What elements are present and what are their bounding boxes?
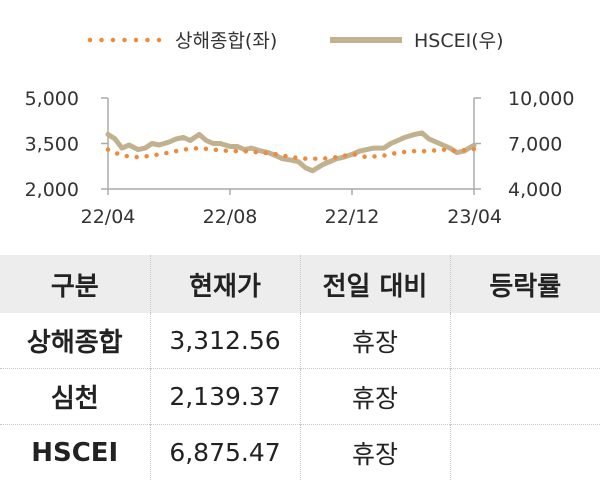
y-left-tick-label: 5,000: [25, 88, 79, 110]
y-left-tick-label: 3,500: [25, 134, 79, 156]
line-chart: 상해종합(좌) HSCEI(우) 5,000 3,500 2,000 10,000 7,…: [25, 30, 575, 228]
table-row: 상해종합 3,312.56 휴장: [0, 313, 600, 369]
change-value: 휴장: [299, 424, 450, 480]
x-tick-label: 22/04: [81, 206, 136, 228]
legend-label-shanghai: 상해종합(좌): [175, 30, 277, 52]
index-name: HSCEI: [0, 424, 150, 480]
series-line-shanghai: [105, 145, 477, 161]
table-row: HSCEI 6,875.47 휴장: [0, 424, 600, 480]
change-rate: [449, 313, 600, 369]
series-line-hscei: [105, 130, 477, 174]
table-row: 심천 2,139.37 휴장: [0, 368, 600, 425]
y-right-tick-label: 4,000: [508, 179, 562, 201]
change-rate: [449, 424, 600, 480]
x-tick-label: 22/12: [325, 206, 380, 228]
y-right-tick-label: 10,000: [508, 88, 574, 110]
header-change-rate: 등락률: [449, 255, 600, 313]
legend-label-hscei: HSCEI(우): [414, 30, 504, 52]
index-name: 심천: [0, 368, 150, 425]
index-quote-table: 구분 현재가 전일 대비 등락률 상해종합 3,312.56 휴장 심천 2,1…: [0, 255, 600, 480]
change-value: 휴장: [299, 313, 450, 369]
table-header-row: 구분 현재가 전일 대비 등락률: [0, 255, 600, 313]
plot-area: [105, 130, 477, 174]
header-current-price: 현재가: [149, 255, 300, 313]
index-name: 상해종합: [26, 328, 123, 358]
x-tick-label: 22/08: [203, 206, 258, 228]
x-tick-label: 23/04: [447, 206, 502, 228]
change-value: 휴장: [299, 368, 450, 425]
chart-legend: 상해종합(좌) HSCEI(우): [87, 30, 504, 52]
y-right-tick-label: 7,000: [508, 134, 562, 156]
chart-axes: 5,000 3,500 2,000 10,000 7,000 4,000 22/04 22/0…: [25, 88, 575, 228]
change-rate: [449, 368, 600, 425]
y-left-tick-label: 2,000: [25, 179, 79, 201]
current-price: 6,875.47: [149, 424, 300, 480]
header-category: 구분: [0, 255, 150, 313]
current-price: 2,139.37: [149, 368, 300, 425]
header-change: 전일 대비: [299, 255, 450, 313]
current-price: 3,312.56: [149, 313, 300, 369]
